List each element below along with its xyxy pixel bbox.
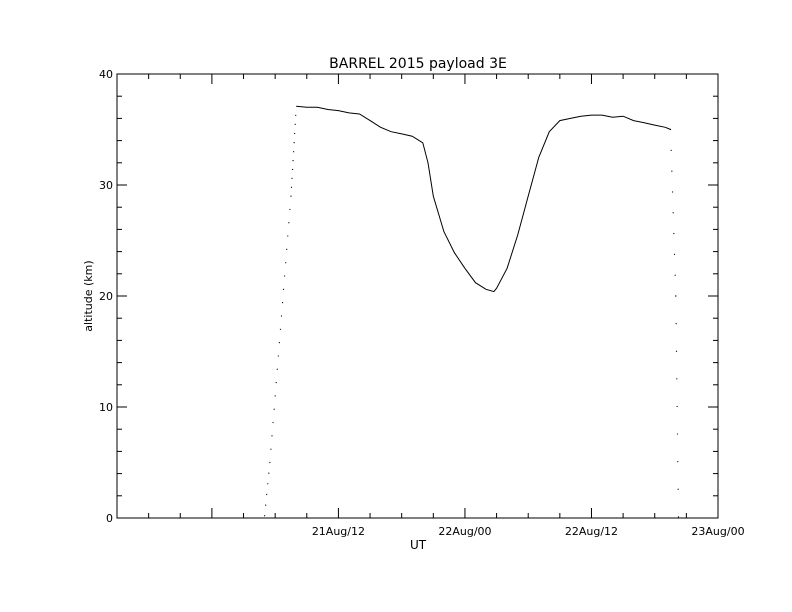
series-point: [266, 493, 268, 496]
x-tick-label: 23Aug/00: [691, 525, 744, 538]
series-point: [677, 461, 679, 463]
series-point: [285, 262, 287, 264]
series-point: [289, 208, 291, 211]
series-point: [268, 472, 270, 474]
series-point: [280, 315, 283, 317]
chart-title: BARREL 2015 payload 3E: [329, 56, 507, 72]
axes: 21Aug/12 22Aug/00 22Aug/12 23Aug/00 0 10 20 30 4…: [99, 68, 745, 538]
series-point: [294, 123, 296, 125]
series-point: [267, 483, 269, 485]
series-point: [291, 168, 294, 171]
series-line: [296, 105, 671, 293]
series-point: [269, 461, 271, 464]
series-point: [272, 421, 274, 424]
series-layer: [264, 105, 680, 518]
series-point: [670, 149, 672, 151]
series-point: [273, 408, 275, 410]
series-point: [287, 235, 289, 237]
series-point: [293, 151, 295, 153]
series-point: [672, 212, 674, 214]
series-point: [276, 368, 278, 370]
series-point: [675, 350, 678, 352]
series-point: [671, 191, 674, 193]
y-tick-label: 10: [99, 401, 113, 414]
series-point: [284, 275, 286, 277]
series-point: [275, 381, 277, 384]
x-tick-label: 22Aug/12: [565, 525, 618, 538]
series-point: [282, 288, 285, 290]
series-point: [673, 253, 676, 255]
series-point: [288, 222, 290, 224]
series-point: [677, 516, 680, 518]
y-tick-label: 0: [106, 512, 113, 525]
series-point: [281, 302, 284, 304]
series-point: [278, 342, 280, 344]
series-point: [290, 186, 293, 188]
x-tick-label: 22Aug/00: [438, 525, 491, 538]
series-point: [290, 195, 292, 197]
series-point: [671, 170, 673, 172]
series-point: [270, 448, 272, 450]
y-tick-label: 20: [99, 290, 113, 303]
series-point: [674, 274, 676, 276]
y-tick-label: 30: [99, 179, 113, 192]
series-point: [264, 515, 266, 517]
series-point: [291, 177, 293, 179]
series-point: [676, 433, 679, 435]
series-point: [294, 132, 296, 135]
plot-frame: [116, 73, 719, 519]
x-tick-label: 21Aug/12: [312, 525, 365, 538]
series-point: [265, 504, 267, 506]
series-point: [286, 248, 288, 250]
y-tick-label: 40: [99, 68, 113, 81]
series-point: [271, 435, 273, 437]
series-point: [669, 128, 672, 131]
series-point: [676, 405, 678, 408]
series-point: [277, 355, 279, 357]
series-point: [673, 232, 675, 235]
series-point: [295, 114, 297, 116]
x-axis-label: UT: [410, 538, 427, 552]
series-point: [279, 328, 282, 330]
series-point: [292, 159, 294, 162]
series-point: [676, 378, 678, 380]
series-point: [677, 488, 679, 490]
series-point: [274, 395, 276, 397]
y-axis-label: altitude (km): [82, 260, 95, 331]
series-point: [675, 323, 677, 325]
series-point: [675, 295, 677, 297]
series-point: [293, 141, 295, 144]
